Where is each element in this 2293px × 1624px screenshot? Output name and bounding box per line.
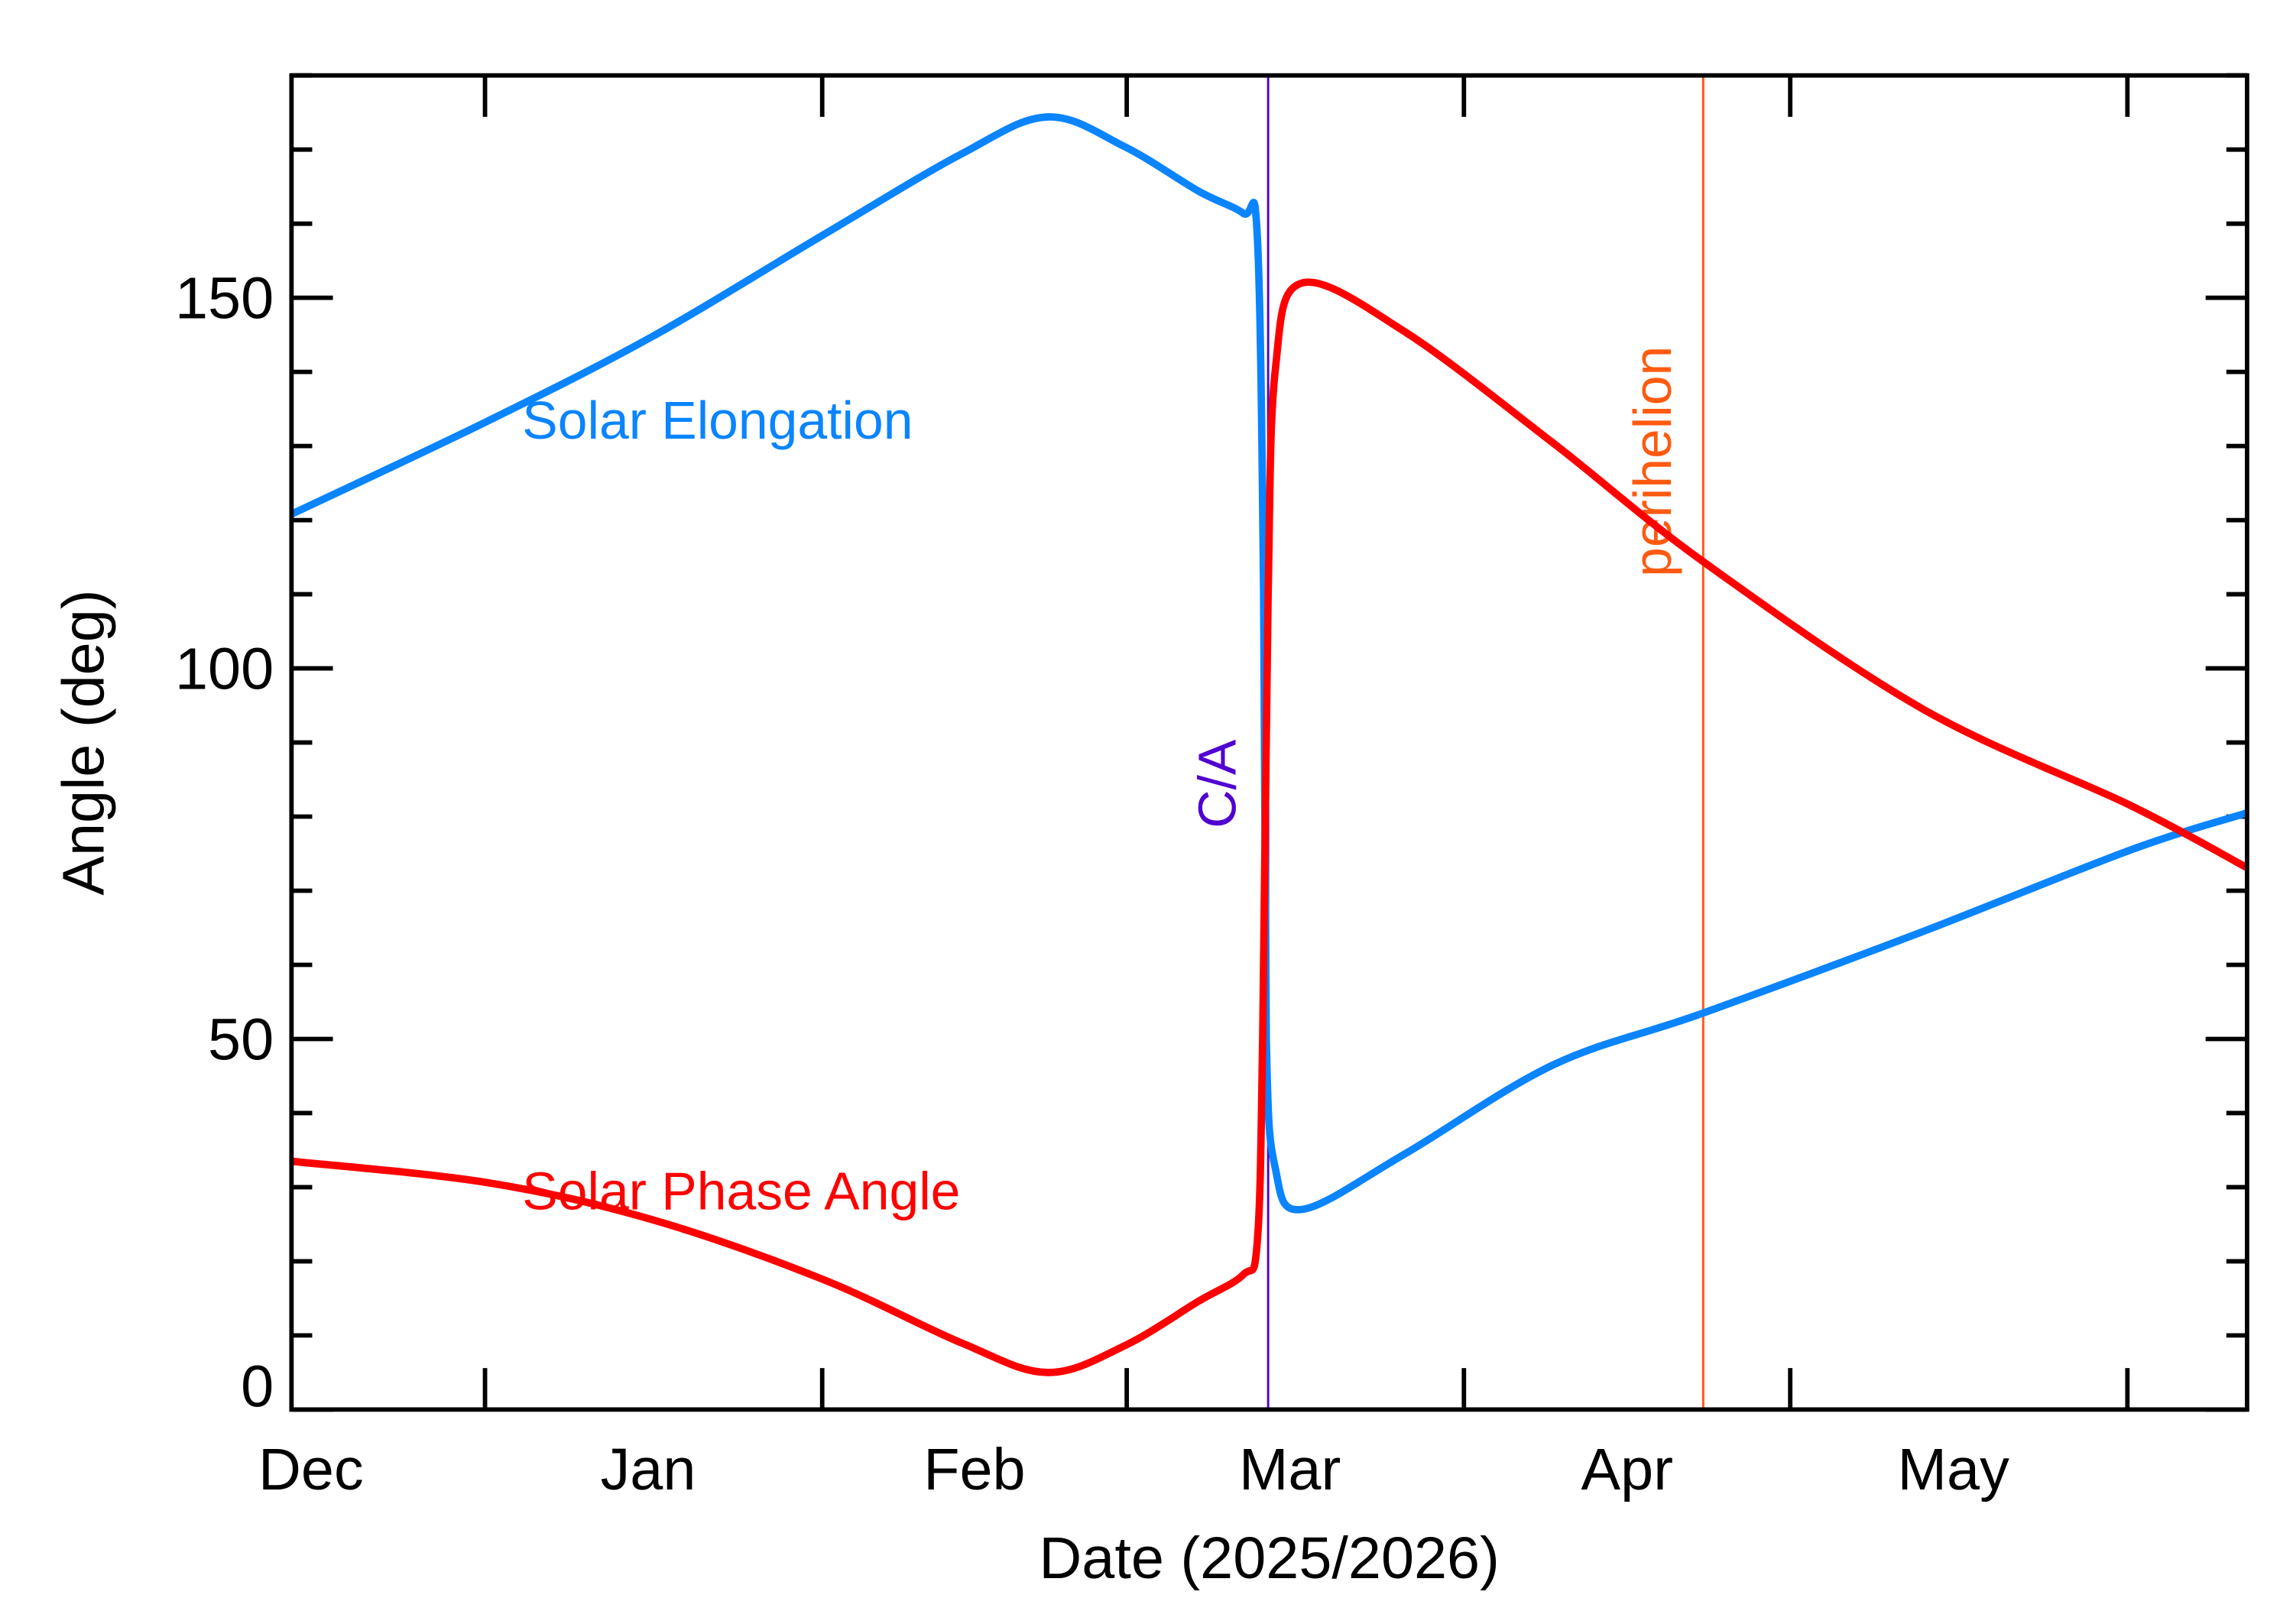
- x-tick-label: Dec: [258, 1437, 364, 1502]
- x-tick-label: May: [1898, 1437, 2010, 1502]
- y-tick-label: 150: [175, 266, 274, 332]
- y-tick-label: 100: [175, 637, 274, 702]
- x-tick-label: Jan: [601, 1437, 696, 1502]
- y-tick-label: 0: [241, 1354, 274, 1420]
- y-axis-label: Angle (deg): [51, 589, 117, 895]
- series-lines: [290, 113, 2249, 1376]
- x-tick-label: Feb: [923, 1437, 1025, 1502]
- series-annotation: Solar Elongation: [522, 391, 913, 450]
- vline-label: C/A: [1188, 739, 1247, 828]
- series-line-solar-phase-angle: [290, 278, 2249, 1376]
- x-tick-label: Apr: [1581, 1437, 1673, 1502]
- series-line-solar-elongation: [290, 113, 2249, 1214]
- series-annotation: Solar Phase Angle: [522, 1161, 960, 1220]
- series-annotations: Solar Elongation Solar Phase Angle: [522, 391, 960, 1221]
- plot-frame: [289, 73, 2249, 1412]
- tick-labels: Dec Jan Feb Mar Apr May 0 50 100 150: [175, 266, 2009, 1502]
- x-axis-label: Date (2025/2026): [1039, 1525, 1499, 1591]
- x-tick-label: Mar: [1239, 1437, 1341, 1502]
- y-tick-label: 50: [208, 1007, 274, 1073]
